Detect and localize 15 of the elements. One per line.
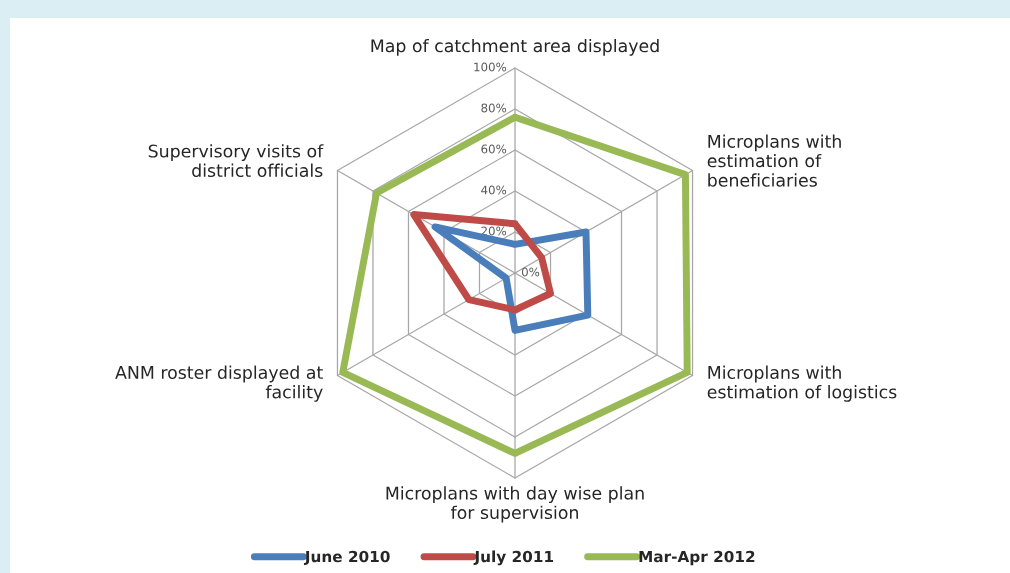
- spoke-label: ANM roster displayed at facility: [115, 365, 323, 402]
- y-tick-label: 0%: [521, 267, 540, 277]
- y-tick-label: 40%: [481, 185, 507, 195]
- y-tick-label: 100%: [474, 62, 507, 72]
- legend-label: June 2010: [303, 550, 390, 566]
- spoke-label: Microplans with day wise plan for supervision: [386, 486, 644, 523]
- spoke-label: Microplans with estimation of beneficiaries: [707, 134, 841, 187]
- spoke-label: Supervisory visits of district officials: [148, 144, 324, 178]
- legend-label: Mar-Apr 2012: [639, 550, 755, 566]
- y-tick-label: 80%: [481, 103, 507, 113]
- y-tick-label: 20%: [481, 226, 507, 236]
- legend-label: July 2011: [473, 550, 554, 566]
- spoke-label: Map of catchment area displayed: [371, 38, 659, 56]
- spoke-label: Microplans with estimation of logistics: [707, 365, 897, 402]
- y-tick-label: 60%: [481, 144, 507, 154]
